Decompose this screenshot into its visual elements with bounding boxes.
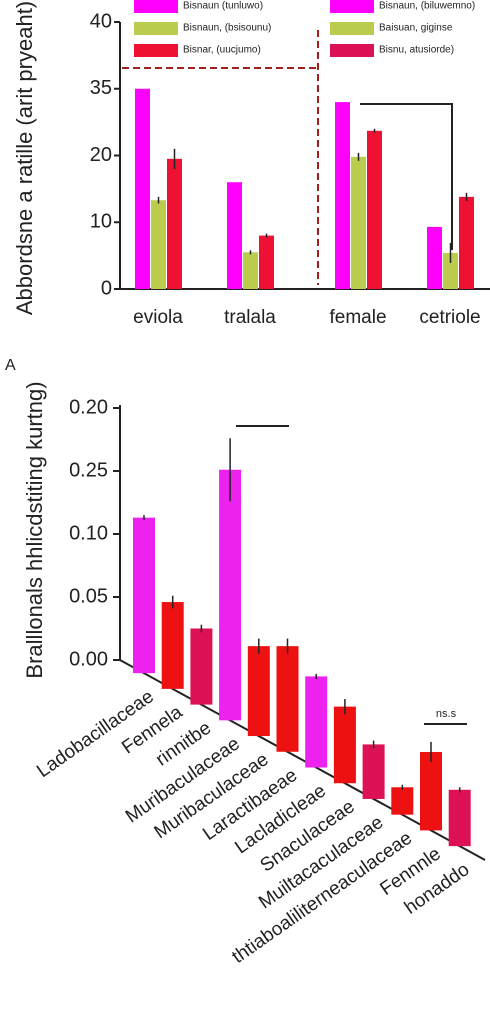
legend-label: Bisnu, atusiorde) (379, 45, 454, 56)
x-tick-label: cetriole (419, 307, 480, 328)
bar (259, 235, 274, 289)
bar (151, 200, 166, 289)
bar (219, 469, 242, 721)
legend-label: Bisnaun, (bsisounu) (183, 23, 271, 34)
y-tick-label: 0 (101, 277, 112, 299)
y-tick-label: 35 (90, 77, 112, 99)
x-tick-label: female (329, 307, 386, 328)
bar (427, 226, 442, 289)
y-tick-label: 40 (90, 10, 112, 32)
bar (135, 88, 150, 289)
bar (133, 517, 155, 674)
y-tick-label: 0.10 (69, 522, 108, 544)
bar (367, 130, 382, 289)
bar (305, 676, 328, 768)
legend-label: Bisnar, (uucjumo) (183, 45, 261, 56)
bar (227, 182, 242, 289)
bar (167, 158, 182, 289)
bar (161, 602, 184, 689)
legend-swatch (134, 44, 178, 57)
y-tick-label: 20 (90, 144, 112, 166)
bar (459, 196, 474, 289)
bracket (360, 103, 453, 250)
y-axis-label: Bralllonals hhlicdstiting kurtng) (22, 381, 47, 678)
legend-label: Bisnaun (tunluwo) (183, 1, 263, 12)
y-tick-label: 10 (90, 211, 112, 233)
bar (190, 628, 213, 705)
bar (276, 646, 299, 752)
legend-swatch (330, 44, 374, 57)
bar (351, 156, 366, 289)
bar (335, 102, 350, 289)
y-tick-label: 0.00 (69, 648, 108, 670)
y-axis-label: Abbordsne a ratille (arit pryeaht) (12, 1, 37, 315)
bar (391, 787, 414, 815)
x-tick-label: tralala (224, 307, 276, 328)
panel-label: A (5, 357, 16, 374)
bar (420, 751, 442, 831)
y-tick-label: 0.05 (69, 585, 108, 607)
bar (333, 706, 356, 784)
legend-swatch (330, 22, 374, 35)
legend-swatch (134, 0, 178, 13)
x-tick-label: eviola (133, 307, 183, 328)
legend-label: Bisnaun, (biluwemno) (379, 1, 475, 12)
legend-swatch (330, 0, 374, 13)
bar (243, 252, 258, 289)
bar (247, 646, 270, 737)
legend-swatch (134, 22, 178, 35)
annotation: ns.s (436, 708, 457, 720)
bar (443, 252, 458, 289)
bar (448, 789, 471, 847)
bar (362, 744, 385, 799)
y-tick-label: 0.25 (69, 459, 108, 481)
legend-label: Baisuan, giginse (379, 23, 453, 34)
y-tick-label: 0.20 (69, 396, 108, 418)
